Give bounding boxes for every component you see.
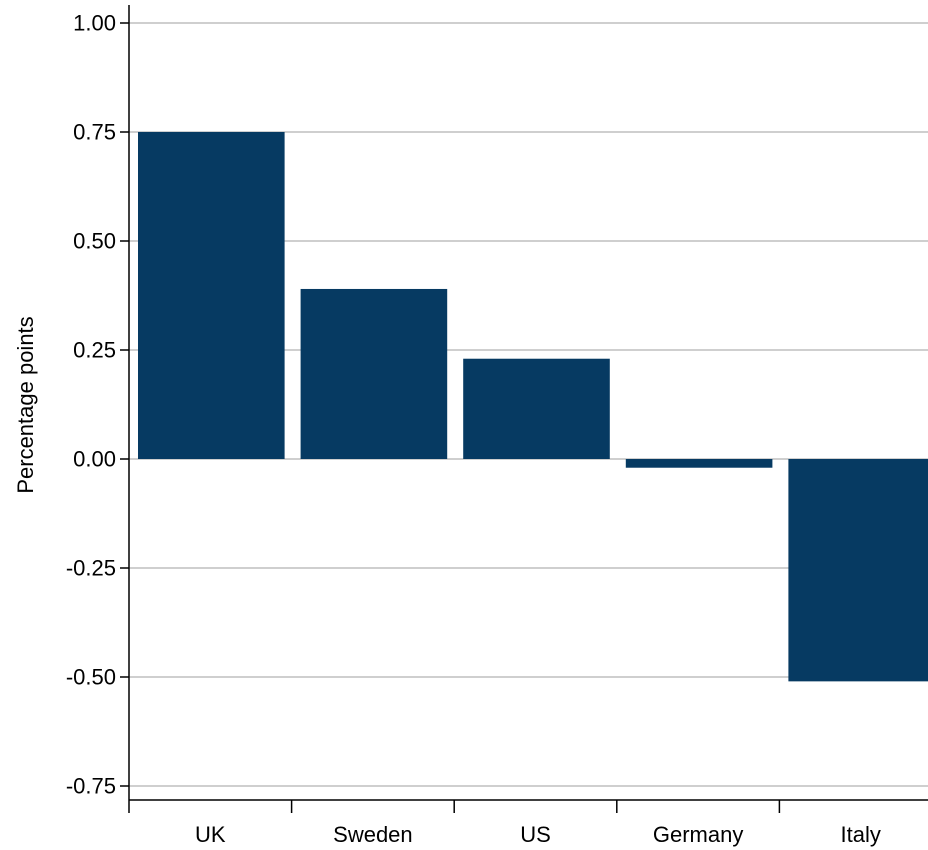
y-axis-title: Percentage points xyxy=(13,316,38,493)
y-tick-label: -0.25 xyxy=(66,556,116,581)
y-tick-label: -0.75 xyxy=(66,774,116,799)
y-tick-label: 0.25 xyxy=(73,338,116,363)
x-tick-label: Italy xyxy=(841,822,881,847)
bar-germany xyxy=(625,459,773,468)
x-tick-label: Sweden xyxy=(333,822,413,847)
bar-sweden xyxy=(300,288,448,459)
x-tick-label: US xyxy=(520,822,551,847)
y-tick-label: 0.75 xyxy=(73,120,116,145)
bars xyxy=(138,132,928,682)
axes xyxy=(128,5,928,801)
x-tick-label: UK xyxy=(195,822,226,847)
y-tick-label: 1.00 xyxy=(73,11,116,36)
bar-uk xyxy=(138,132,285,459)
y-tick-label: 0.50 xyxy=(73,229,116,254)
bar-italy xyxy=(788,459,928,682)
x-tick-label: Germany xyxy=(653,822,743,847)
x-ticks: UK Sweden US Germany Italy xyxy=(128,800,881,847)
y-tick-label: -0.50 xyxy=(66,665,116,690)
bar-us xyxy=(463,358,610,459)
y-ticks: 1.00 0.75 0.50 0.25 0.00 -0.25 -0.50 -0.75 xyxy=(66,11,129,799)
y-tick-label: 0.00 xyxy=(73,447,116,472)
